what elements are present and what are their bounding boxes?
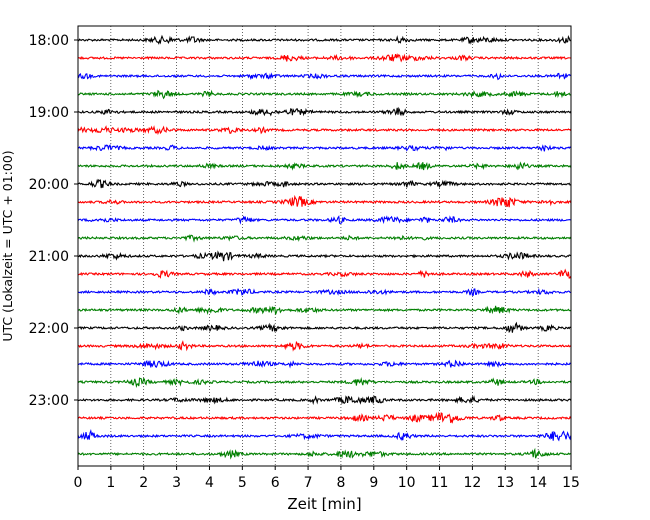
trace-2315 [77,411,572,424]
y-tick-label: 21:00 [29,249,69,265]
x-tick-label: 4 [205,475,214,491]
y-tick-label: 18:00 [29,33,69,49]
trace-2330 [77,428,572,442]
x-tick-label: 1 [106,475,115,491]
x-tick-label: 13 [496,475,514,491]
trace-1830 [77,72,572,81]
vertical-grid [110,26,539,466]
x-axis-label: Zeit [min] [287,495,361,513]
x-tick-label: 2 [139,475,148,491]
y-axis-label: UTC (Lokalzeit = UTC + 01:00) [0,150,15,341]
x-tick-label: 15 [562,475,580,491]
trace-2230 [77,359,572,369]
x-tick-label: 9 [369,475,378,491]
x-tick-label: 12 [463,475,481,491]
x-tick-label: 8 [336,475,345,491]
plot-frame [77,25,572,467]
trace-2100 [77,250,572,262]
x-tick-label: 0 [74,475,83,491]
trace-2045 [77,234,572,243]
trace-1800 [77,34,571,45]
trace-group [77,34,572,460]
x-tick-label: 10 [398,475,416,491]
trace-2000 [77,178,571,189]
trace-2200 [77,321,572,334]
trace-1845 [77,89,571,100]
y-tick-label: 19:00 [29,105,69,121]
trace-2300 [77,395,572,406]
trace-1945 [77,161,572,171]
trace-2030 [77,215,571,225]
x-tick-label: 6 [271,475,280,491]
x-tick-label: 11 [431,475,449,491]
y-tick-label: 20:00 [29,177,69,193]
trace-2145 [77,305,572,316]
x-tick-label: 5 [238,475,247,491]
x-tick-label: 7 [304,475,313,491]
trace-1815 [77,52,571,63]
x-axis-ticks: 0 1 2 3 4 5 6 7 8 9 10 11 12 13 14 15 [74,466,580,491]
trace-2215 [77,340,572,352]
trace-2130 [77,287,571,296]
trace-1915 [77,125,572,136]
x-tick-label: 3 [172,475,181,491]
trace-2115 [77,268,572,279]
trace-1900 [77,106,572,117]
trace-2245 [77,376,572,388]
y-tick-label: 23:00 [29,393,69,409]
y-axis-ticks: 18:00 19:00 20:00 21:00 22:00 23:00 [29,33,78,409]
x-tick-label: 14 [529,475,547,491]
y-tick-label: 22:00 [29,321,69,337]
trace-1930 [77,144,572,152]
trace-2015 [77,194,572,208]
trace-2345 [77,447,572,460]
